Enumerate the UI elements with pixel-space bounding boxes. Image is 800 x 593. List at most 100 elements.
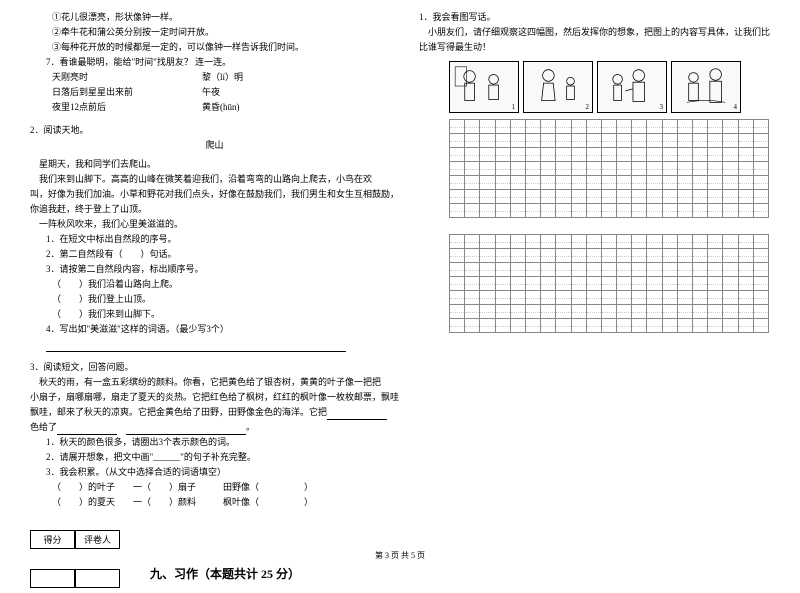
grader-cell bbox=[75, 570, 120, 588]
grid-cell bbox=[693, 291, 708, 305]
grid-cell bbox=[601, 148, 616, 162]
grid-cell bbox=[753, 235, 768, 249]
match-left: 夜里12点前后 bbox=[52, 100, 202, 115]
grid-cell bbox=[693, 235, 708, 249]
grid-cell bbox=[617, 249, 632, 263]
match-right: 午夜 bbox=[202, 87, 220, 97]
grid-cell bbox=[617, 235, 632, 249]
score-cell bbox=[30, 570, 75, 588]
grid-cell bbox=[525, 263, 540, 277]
grid-cell bbox=[510, 291, 525, 305]
grid-cell bbox=[480, 305, 495, 319]
grid-cell bbox=[617, 305, 632, 319]
grid-cell bbox=[647, 148, 662, 162]
grid-cell bbox=[541, 176, 556, 190]
grid-cell bbox=[617, 204, 632, 218]
grid-cell bbox=[541, 277, 556, 291]
grid-cell bbox=[738, 162, 753, 176]
grid-cell bbox=[450, 277, 465, 291]
grid-cell bbox=[571, 319, 586, 333]
grid-cell bbox=[617, 291, 632, 305]
grid-cell bbox=[571, 176, 586, 190]
grid-cell bbox=[632, 148, 647, 162]
grid-cell bbox=[586, 235, 601, 249]
grid-cell bbox=[586, 204, 601, 218]
grid-cell bbox=[662, 277, 677, 291]
passage-line: 一阵秋风吹来，我们心里美滋滋的。 bbox=[30, 217, 399, 232]
grid-cell bbox=[647, 277, 662, 291]
grid-cell bbox=[510, 148, 525, 162]
grid-cell bbox=[677, 162, 692, 176]
grid-cell bbox=[738, 305, 753, 319]
fill-row: （ ）的夏天 一（ ）颜料 枫叶像（ ） bbox=[30, 495, 399, 510]
question-3-3: 3．我会积累。（从文中选择合适的词语填空） bbox=[30, 465, 399, 480]
grid-cell bbox=[677, 120, 692, 134]
grid-cell bbox=[708, 120, 723, 134]
grader-label: 评卷人 bbox=[75, 531, 120, 549]
grid-cell bbox=[571, 235, 586, 249]
order-item: （ ）我们沿着山路向上爬。 bbox=[30, 277, 399, 292]
grid-cell bbox=[556, 190, 571, 204]
grid-cell bbox=[753, 319, 768, 333]
grid-cell bbox=[677, 305, 692, 319]
instruction-line: 小朋友们，请仔细观察这四幅图，然后发挥你的想象，把图上的内容写具体，让我们比 bbox=[419, 25, 770, 40]
grid-cell bbox=[662, 176, 677, 190]
grid-cell bbox=[693, 148, 708, 162]
grid-cell bbox=[647, 190, 662, 204]
grid-cell bbox=[617, 162, 632, 176]
grid-cell bbox=[571, 162, 586, 176]
passage-line: 你追我赶，终于登上了山顶。 bbox=[30, 202, 399, 217]
grid-cell bbox=[510, 120, 525, 134]
grid-cell bbox=[495, 204, 510, 218]
grid-cell bbox=[693, 134, 708, 148]
passage-line: 秋天的雨，有一盒五彩缤纷的颜料。你看，它把黄色给了银杏树，黄黄的叶子像一把把 bbox=[30, 375, 399, 390]
grid-cell bbox=[738, 148, 753, 162]
grid-cell bbox=[708, 291, 723, 305]
match-row: 夜里12点前后黄昏(hūn) bbox=[30, 100, 399, 115]
order-item: （ ）我们登上山顶。 bbox=[30, 292, 399, 307]
grid-cell bbox=[541, 291, 556, 305]
grid-cell bbox=[753, 263, 768, 277]
grid-cell bbox=[495, 235, 510, 249]
grid-cell bbox=[723, 319, 738, 333]
panel-number: 4 bbox=[734, 103, 738, 111]
section-2: 2．阅读天地。 bbox=[30, 123, 399, 138]
grid-cell bbox=[450, 249, 465, 263]
grid-cell bbox=[525, 319, 540, 333]
grid-cell bbox=[708, 162, 723, 176]
grid-cell bbox=[708, 305, 723, 319]
grid-cell bbox=[465, 190, 480, 204]
match-left: 日落后到星星出来前 bbox=[52, 85, 202, 100]
grid-cell bbox=[677, 204, 692, 218]
text-line: ①花儿很漂亮，形状像钟一样。 bbox=[30, 10, 399, 25]
grid-cell bbox=[601, 162, 616, 176]
grid-cell bbox=[693, 190, 708, 204]
grid-cell bbox=[677, 291, 692, 305]
grid-cell bbox=[632, 263, 647, 277]
grid-cell bbox=[450, 148, 465, 162]
text-line: ③每种花开放的时候都是一定的，可以像钟一样告诉我们时间。 bbox=[30, 40, 399, 55]
grid-cell bbox=[753, 176, 768, 190]
grid-cell bbox=[708, 190, 723, 204]
grid-cell bbox=[465, 305, 480, 319]
grid-cell bbox=[601, 190, 616, 204]
grid-cell bbox=[465, 162, 480, 176]
grid-cell bbox=[617, 190, 632, 204]
grid-cell bbox=[465, 319, 480, 333]
match-left: 天刚亮时 bbox=[52, 70, 202, 85]
grid-cell bbox=[662, 134, 677, 148]
grid-cell bbox=[525, 120, 540, 134]
question-7: 7．看谁最聪明，能给"时间"找朋友？ 连一连。 bbox=[30, 55, 399, 70]
grid-cell bbox=[495, 249, 510, 263]
grid-cell bbox=[723, 263, 738, 277]
grid-cell bbox=[632, 176, 647, 190]
grid-cell bbox=[525, 291, 540, 305]
instruction-line: 比谁写得最生动！ bbox=[419, 40, 770, 55]
grid-cell bbox=[601, 305, 616, 319]
grid-cell bbox=[753, 190, 768, 204]
passage-line: 色给了 。 bbox=[30, 420, 399, 435]
grid-cell bbox=[723, 134, 738, 148]
grid-cell bbox=[738, 235, 753, 249]
grid-cell bbox=[708, 235, 723, 249]
grid-cell bbox=[693, 277, 708, 291]
